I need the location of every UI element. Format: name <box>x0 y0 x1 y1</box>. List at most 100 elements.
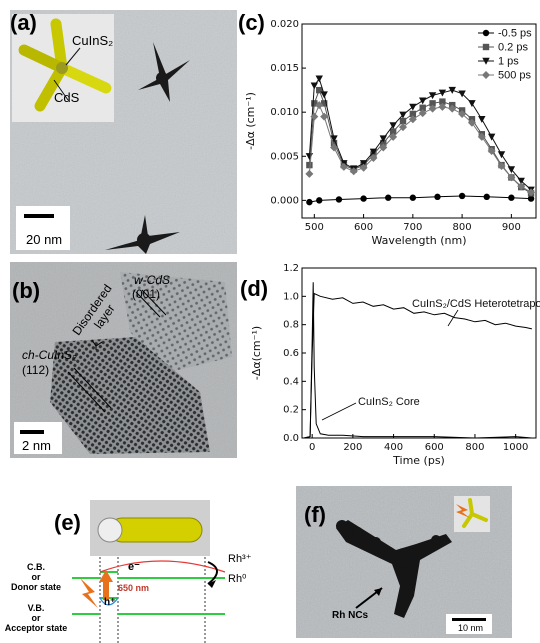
y-tick-label: 0.010 <box>270 107 299 118</box>
y-tick-label: 1.2 <box>283 263 299 274</box>
data-point <box>517 177 525 185</box>
data-point <box>487 146 496 155</box>
data-point <box>360 195 367 202</box>
data-point <box>497 151 506 159</box>
x-axis-label: Wavelength (nm) <box>371 234 466 247</box>
series--0-5-ps <box>306 192 535 206</box>
data-point <box>434 193 441 201</box>
panel-a-label: (a) <box>10 10 37 35</box>
tetrapod-particle-2 <box>105 215 180 254</box>
core-annotation: CuInS₂ Core <box>358 396 420 408</box>
panel-f-tem-image <box>296 486 512 638</box>
data-point <box>448 104 457 113</box>
x-tick-label: 500 <box>305 222 324 233</box>
legend-marker <box>482 71 490 79</box>
data-point <box>379 143 388 152</box>
y-tick-label: 0.020 <box>270 19 299 30</box>
panel-a-image-svg <box>10 10 237 254</box>
core-pointer <box>321 402 357 421</box>
data-point <box>408 115 417 124</box>
data-point <box>409 103 417 111</box>
data-point <box>409 194 417 201</box>
panel-e-label: (e) <box>54 510 81 535</box>
transfer-arrow-icon <box>207 561 218 588</box>
panel-c-label: (c) <box>238 10 265 35</box>
data-point <box>418 97 427 105</box>
data-point <box>428 104 437 113</box>
panel-f-image-svg <box>296 486 512 638</box>
data-point <box>428 92 437 100</box>
data-point <box>316 197 323 204</box>
electron-label: e⁻ <box>128 561 140 573</box>
data-point <box>380 139 387 147</box>
inset-arm-label: CdS <box>54 90 80 105</box>
panel-f-scalebar-label: 10 nm <box>458 623 484 633</box>
x-tick-label: 400 <box>384 442 403 453</box>
data-point <box>398 123 407 132</box>
data-point <box>418 109 427 118</box>
legend-label: 0.2 ps <box>498 42 528 54</box>
data-point <box>306 198 313 206</box>
data-point <box>478 116 486 123</box>
vb-line-1: V.B. <box>27 603 45 613</box>
wcds-plane-label: (001) <box>132 287 161 301</box>
panel-d-chart: 0 200 400 600 800 1000 0.0 0.2 0.4 0.6 0.8 1.0 1.2 Ti… <box>250 263 540 467</box>
inset-core-label: CuInS₂ <box>72 33 114 48</box>
panel-b-hrtem-image <box>10 262 237 458</box>
series-line-1 <box>303 282 532 439</box>
x-tick-label: 800 <box>453 222 472 233</box>
data-point <box>448 86 456 94</box>
cb-line-3: Donor state <box>10 582 61 592</box>
valence-hole-well <box>99 597 119 606</box>
y-tick-label: 0.8 <box>283 320 299 331</box>
heterotetrapod-annotation: CuInS₂/CdS Heterotetrapod <box>412 298 540 310</box>
legend-marker <box>482 57 490 65</box>
data-point <box>359 160 368 168</box>
cb-label: C.B. or Donor state <box>0 562 72 592</box>
panel-f-scalebar <box>452 618 486 621</box>
vb-line-2: or <box>31 613 41 623</box>
data-point <box>379 135 387 143</box>
panel-b-scalebar-label: 2 nm <box>22 438 51 453</box>
panel-a-scalebar <box>24 214 54 218</box>
panel-d-label: (d) <box>240 276 269 301</box>
panel-c-chart: 500 600 700 800 900 0.000 0.005 0.010 0.015 0.020… <box>244 19 537 247</box>
panel-b-scalebar <box>20 430 44 434</box>
heterotetrapod-pointer <box>447 309 459 327</box>
y-tick-label: 0.0 <box>283 433 299 444</box>
series-1-ps <box>305 75 535 194</box>
panel-a-tem-image <box>10 10 237 254</box>
data-point <box>399 117 407 125</box>
x-tick-label: 800 <box>465 442 484 453</box>
data-point <box>330 139 338 147</box>
legend-label: 1 ps <box>498 56 519 68</box>
vb-label: V.B. or Acceptor state <box>0 603 72 633</box>
data-point <box>429 100 436 107</box>
rh-decorated-tetrapod <box>336 520 452 618</box>
rh3-label: Rh³⁺ <box>228 553 252 565</box>
panel-a-scalebar-box <box>16 206 70 250</box>
data-point <box>507 173 516 182</box>
data-point <box>468 100 476 108</box>
data-point <box>349 167 358 176</box>
rh0-label: Rh⁰ <box>228 573 247 585</box>
panel-b-label: (b) <box>12 278 41 303</box>
panel-f-label: (f) <box>304 502 326 527</box>
x-tick-label: 900 <box>502 222 521 233</box>
series-line-0 <box>303 292 533 439</box>
data-point <box>399 111 407 119</box>
data-point <box>315 101 324 110</box>
data-point <box>339 162 348 171</box>
data-point <box>527 188 536 197</box>
legend-marker <box>482 29 490 37</box>
y-tick-label: 0.6 <box>283 348 299 359</box>
cb-line-2: or <box>31 572 41 582</box>
data-point <box>320 100 328 107</box>
excitation-arrow-icon <box>99 570 113 600</box>
data-point <box>389 122 397 130</box>
plot-frame <box>301 23 537 219</box>
data-point <box>385 194 392 201</box>
data-point <box>438 89 447 97</box>
data-point <box>335 196 343 203</box>
data-point <box>517 182 526 191</box>
